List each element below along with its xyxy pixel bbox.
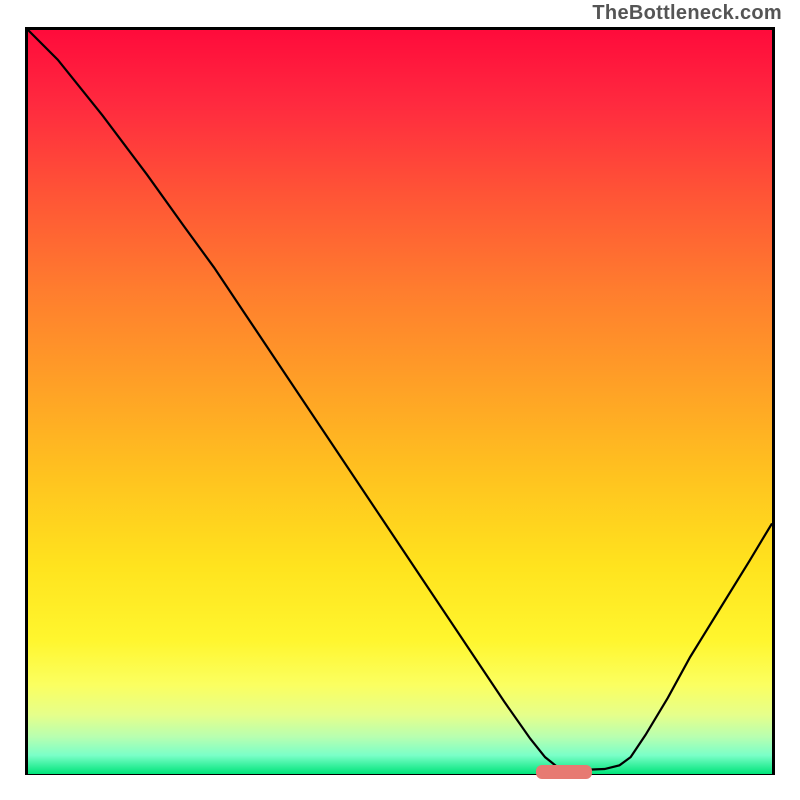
watermark-text: TheBottleneck.com (592, 2, 782, 25)
chart-curve (28, 30, 772, 772)
highlight-marker (536, 765, 592, 778)
chart-frame (25, 27, 775, 775)
